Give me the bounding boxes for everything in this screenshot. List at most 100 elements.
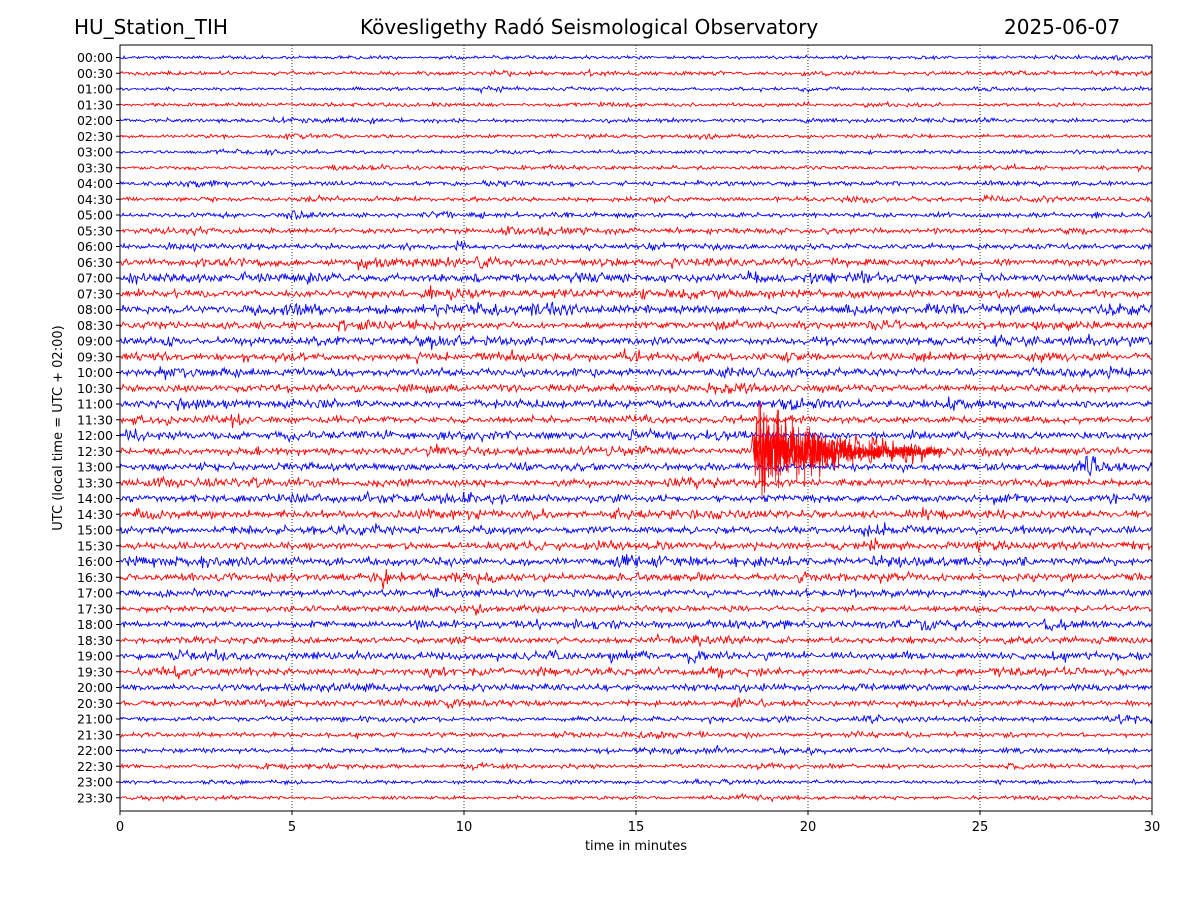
trace-0700 xyxy=(120,270,1152,285)
trace-1730 xyxy=(120,603,1152,616)
trace-0630 xyxy=(120,255,1152,271)
y-axis-ticks: 00:0000:3001:0001:3002:0002:3003:0003:30… xyxy=(77,50,120,805)
y-tick-label: 16:00 xyxy=(77,554,113,569)
traces-layer xyxy=(120,53,1152,803)
trace-0600 xyxy=(120,240,1152,253)
trace-0100 xyxy=(120,85,1152,95)
y-tick-label: 10:30 xyxy=(77,381,113,396)
x-axis-ticks: 0 5 10 15 20 25 30 xyxy=(116,811,1160,835)
trace-0830 xyxy=(120,318,1152,333)
trace-2130 xyxy=(120,729,1152,740)
trace-0000 xyxy=(120,53,1152,61)
y-tick-label: 14:30 xyxy=(77,507,113,522)
trace-2300 xyxy=(120,777,1152,787)
y-tick-label: 18:30 xyxy=(77,633,113,648)
trace-0430 xyxy=(120,193,1152,205)
y-tick-label: 19:30 xyxy=(77,664,113,679)
trace-1500 xyxy=(120,522,1152,537)
trace-1600 xyxy=(120,553,1152,569)
x-tick-label: 15 xyxy=(628,820,645,835)
y-tick-label: 05:00 xyxy=(77,208,113,223)
y-tick-label: 01:00 xyxy=(77,82,113,97)
y-tick-label: 19:00 xyxy=(77,649,113,664)
trace-0500 xyxy=(120,209,1152,221)
y-tick-label: 04:00 xyxy=(77,176,113,191)
y-tick-label: 08:30 xyxy=(77,318,113,333)
x-tick-label: 30 xyxy=(1144,820,1161,835)
x-tick-label: 10 xyxy=(456,820,473,835)
trace-1530 xyxy=(120,537,1152,553)
y-tick-label: 11:30 xyxy=(77,412,113,427)
trace-2030 xyxy=(120,697,1152,709)
y-tick-label: 03:00 xyxy=(77,145,113,160)
trace-1800 xyxy=(120,617,1152,632)
y-tick-label: 12:00 xyxy=(77,428,113,443)
y-tick-label: 07:30 xyxy=(77,286,113,301)
y-tick-label: 20:30 xyxy=(77,696,113,711)
trace-1700 xyxy=(120,586,1152,600)
trace-1000 xyxy=(120,365,1152,381)
trace-1830 xyxy=(120,632,1152,648)
trace-0400 xyxy=(120,179,1152,189)
y-tick-label: 17:00 xyxy=(77,586,113,601)
x-tick-label: 5 xyxy=(288,820,296,835)
trace-0230 xyxy=(120,132,1152,141)
trace-0730 xyxy=(120,285,1152,301)
trace-0930 xyxy=(120,348,1152,365)
trace-0800 xyxy=(120,301,1152,318)
trace-1030 xyxy=(120,381,1152,395)
date-title: 2025-06-07 xyxy=(1004,15,1121,39)
trace-0030 xyxy=(120,68,1152,78)
y-tick-label: 09:30 xyxy=(77,349,113,364)
x-tick-label: 0 xyxy=(116,820,124,835)
y-tick-label: 18:00 xyxy=(77,617,113,632)
y-tick-label: 00:00 xyxy=(77,50,113,65)
trace-1100 xyxy=(120,396,1152,411)
trace-2230 xyxy=(120,761,1152,772)
trace-1200 xyxy=(120,427,1152,444)
y-tick-label: 20:00 xyxy=(77,680,113,695)
y-tick-label: 04:30 xyxy=(77,192,113,207)
y-tick-label: 12:30 xyxy=(77,444,113,459)
x-tick-label: 25 xyxy=(972,820,989,835)
y-tick-label: 13:00 xyxy=(77,460,113,475)
grid-layer xyxy=(291,45,981,811)
y-tick-label: 14:00 xyxy=(77,491,113,506)
trace-1300 xyxy=(120,455,1152,478)
y-tick-label: 17:30 xyxy=(77,601,113,616)
trace-1630 xyxy=(120,568,1152,590)
y-tick-label: 00:30 xyxy=(77,66,113,81)
trace-2000 xyxy=(120,681,1152,694)
y-tick-label: 06:00 xyxy=(77,239,113,254)
observatory-title: Kövesligethy Radó Seismological Observat… xyxy=(360,15,819,39)
y-tick-label: 13:30 xyxy=(77,475,113,490)
y-tick-label: 03:30 xyxy=(77,160,113,175)
y-tick-label: 11:00 xyxy=(77,397,113,412)
trace-0530 xyxy=(120,225,1152,236)
x-tick-label: 20 xyxy=(800,820,817,835)
trace-0330 xyxy=(120,162,1152,173)
y-tick-label: 21:30 xyxy=(77,727,113,742)
trace-1130 xyxy=(120,413,1152,429)
y-tick-label: 05:30 xyxy=(77,223,113,238)
y-tick-label: 01:30 xyxy=(77,97,113,112)
y-tick-label: 07:00 xyxy=(77,271,113,286)
y-tick-label: 06:30 xyxy=(77,255,113,270)
trace-1400 xyxy=(120,490,1152,506)
trace-2330 xyxy=(120,792,1152,803)
y-tick-label: 21:00 xyxy=(77,712,113,727)
y-tick-label: 15:00 xyxy=(77,523,113,538)
trace-2100 xyxy=(120,714,1152,725)
trace-0300 xyxy=(120,148,1152,157)
y-tick-label: 15:30 xyxy=(77,538,113,553)
trace-1930 xyxy=(120,665,1152,680)
y-tick-label: 23:00 xyxy=(77,775,113,790)
y-tick-label: 22:30 xyxy=(77,759,113,774)
trace-0200 xyxy=(120,115,1152,125)
trace-0900 xyxy=(120,333,1152,350)
y-tick-label: 09:00 xyxy=(77,334,113,349)
x-axis-label: time in minutes xyxy=(585,839,687,854)
y-tick-label: 02:30 xyxy=(77,129,113,144)
y-axis-label: UTC (local time = UTC + 02:00) xyxy=(51,325,66,530)
